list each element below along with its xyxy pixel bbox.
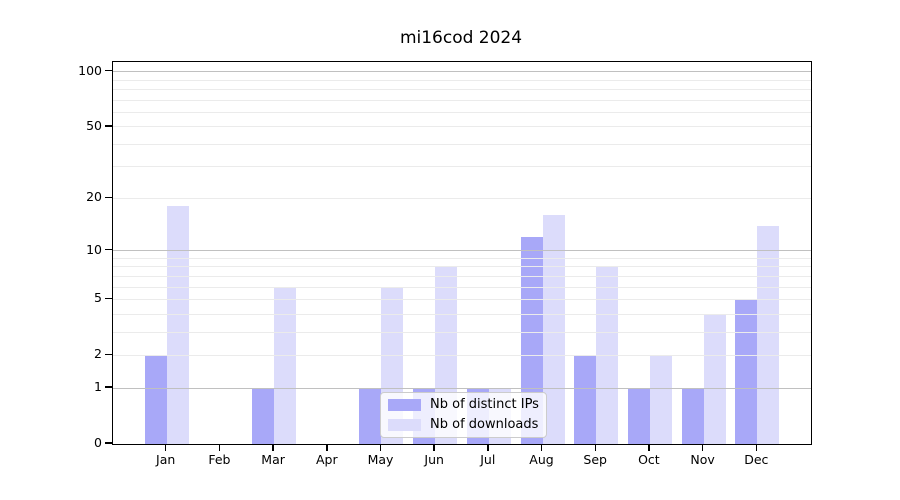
- legend-label-distinct-ips: Nb of distinct IPs: [430, 397, 539, 412]
- bar-downloads-mar: [274, 287, 297, 444]
- y-tick-label: 1: [94, 379, 102, 395]
- x-tick-mark: [218, 444, 221, 451]
- x-tick-label: Jun2024: [394, 452, 474, 467]
- y-tick-mark: [105, 386, 112, 388]
- legend-swatch-distinct-ips: [388, 399, 421, 411]
- legend-label-downloads: Nb of downloads: [430, 417, 539, 432]
- y-tick-mark: [105, 353, 112, 356]
- gridline-minor: [113, 354, 811, 356]
- chart-title: mi16cod 2024: [399, 28, 523, 48]
- y-tick-label: 0: [94, 435, 102, 450]
- x-tick-label: Aug2024: [502, 452, 582, 467]
- x-tick-month: Feb: [208, 452, 231, 467]
- x-tick-label: Apr2024: [287, 452, 367, 467]
- gridline-minor: [113, 143, 811, 145]
- gridline-major: [113, 71, 811, 73]
- x-tick-mark: [540, 444, 543, 451]
- x-tick-label: Dec2024: [716, 452, 796, 467]
- gridline-minor: [113, 286, 811, 288]
- gridline-minor: [113, 79, 811, 81]
- x-tick-label: Sep2024: [555, 452, 635, 467]
- gridline-minor: [113, 88, 811, 90]
- gridline-major: [113, 250, 811, 251]
- bar-distinct-ips-sep: [574, 355, 597, 444]
- x-tick-month: Nov: [690, 452, 715, 467]
- bar-distinct-ips-jan: [144, 355, 167, 444]
- gridline-minor: [113, 266, 811, 268]
- y-tick-label: 50: [86, 117, 102, 133]
- x-tick-mark: [648, 444, 650, 451]
- x-tick-month: Apr: [315, 452, 338, 467]
- x-tick-mark: [379, 444, 382, 451]
- gridline-minor: [113, 126, 811, 128]
- x-tick-month: Jun: [424, 452, 444, 467]
- x-tick-month: Jul: [480, 452, 496, 467]
- gridline-minor: [113, 275, 811, 277]
- y-tick-mark: [105, 297, 112, 300]
- x-tick-month: Oct: [638, 452, 660, 467]
- x-tick-month: Sep: [583, 452, 607, 467]
- x-tick-label: Oct2024: [609, 452, 689, 467]
- gridline-major: [113, 387, 811, 389]
- y-tick-label: 100: [78, 62, 102, 78]
- gridline-minor: [113, 166, 811, 168]
- bar-distinct-ips-may: [359, 388, 382, 444]
- y-tick-mark: [105, 196, 112, 199]
- gridline-minor: [113, 197, 811, 199]
- bar-distinct-ips-nov: [681, 388, 704, 444]
- gridline-minor: [113, 298, 811, 300]
- x-tick-label: Jul2024: [448, 452, 528, 467]
- gridline-minor: [113, 111, 811, 113]
- y-tick-label: 20: [86, 189, 102, 205]
- y-tick-label: 2: [94, 346, 102, 362]
- gridline-minor: [113, 313, 811, 315]
- y-tick-label: 5: [94, 290, 102, 306]
- x-tick-mark: [755, 444, 758, 451]
- x-tick-label: Feb2024: [179, 452, 259, 467]
- y-tick-mark: [105, 125, 112, 127]
- bar-downloads-jan: [166, 206, 189, 444]
- legend: Nb of distinct IPs Nb of downloads: [380, 392, 547, 438]
- x-tick-month: May: [367, 452, 394, 467]
- y-tick-mark: [105, 69, 112, 72]
- bar-downloads-dec: [757, 225, 780, 444]
- bar-distinct-ips-dec: [735, 299, 758, 444]
- x-tick-label: Mar2024: [233, 452, 313, 467]
- x-tick-mark: [164, 444, 167, 451]
- x-tick-label: May2024: [341, 452, 421, 467]
- legend-swatch-downloads: [388, 419, 421, 431]
- gridline-minor: [113, 257, 811, 259]
- x-tick-month: Jan: [156, 452, 176, 467]
- bar-downloads-nov: [703, 314, 726, 444]
- x-tick-mark: [594, 444, 596, 451]
- x-tick-mark: [272, 444, 274, 451]
- x-tick-label: Nov2024: [663, 452, 743, 467]
- x-tick-month: Aug: [529, 452, 554, 467]
- plot-area: Nb of distinct IPs Nb of downloads: [112, 61, 812, 445]
- x-tick-mark: [326, 444, 328, 451]
- y-tick-mark: [105, 442, 112, 444]
- bar-distinct-ips-mar: [252, 388, 275, 444]
- gridline-minor: [113, 331, 811, 333]
- y-tick-label: 10: [86, 241, 102, 257]
- legend-item-distinct-ips: Nb of distinct IPs: [388, 396, 540, 414]
- x-tick-mark: [433, 444, 435, 451]
- bar-downloads-oct: [649, 355, 672, 444]
- x-tick-label: Jan2024: [126, 452, 206, 467]
- gridline-minor: [113, 99, 811, 101]
- x-tick-month: Dec: [744, 452, 769, 467]
- x-tick-mark: [487, 444, 489, 451]
- x-tick-mark: [701, 444, 704, 451]
- bar-downloads-aug: [542, 215, 565, 444]
- bar-distinct-ips-oct: [627, 388, 650, 444]
- x-tick-month: Mar: [261, 452, 285, 467]
- y-tick-mark: [105, 248, 112, 251]
- legend-item-downloads: Nb of downloads: [388, 416, 540, 434]
